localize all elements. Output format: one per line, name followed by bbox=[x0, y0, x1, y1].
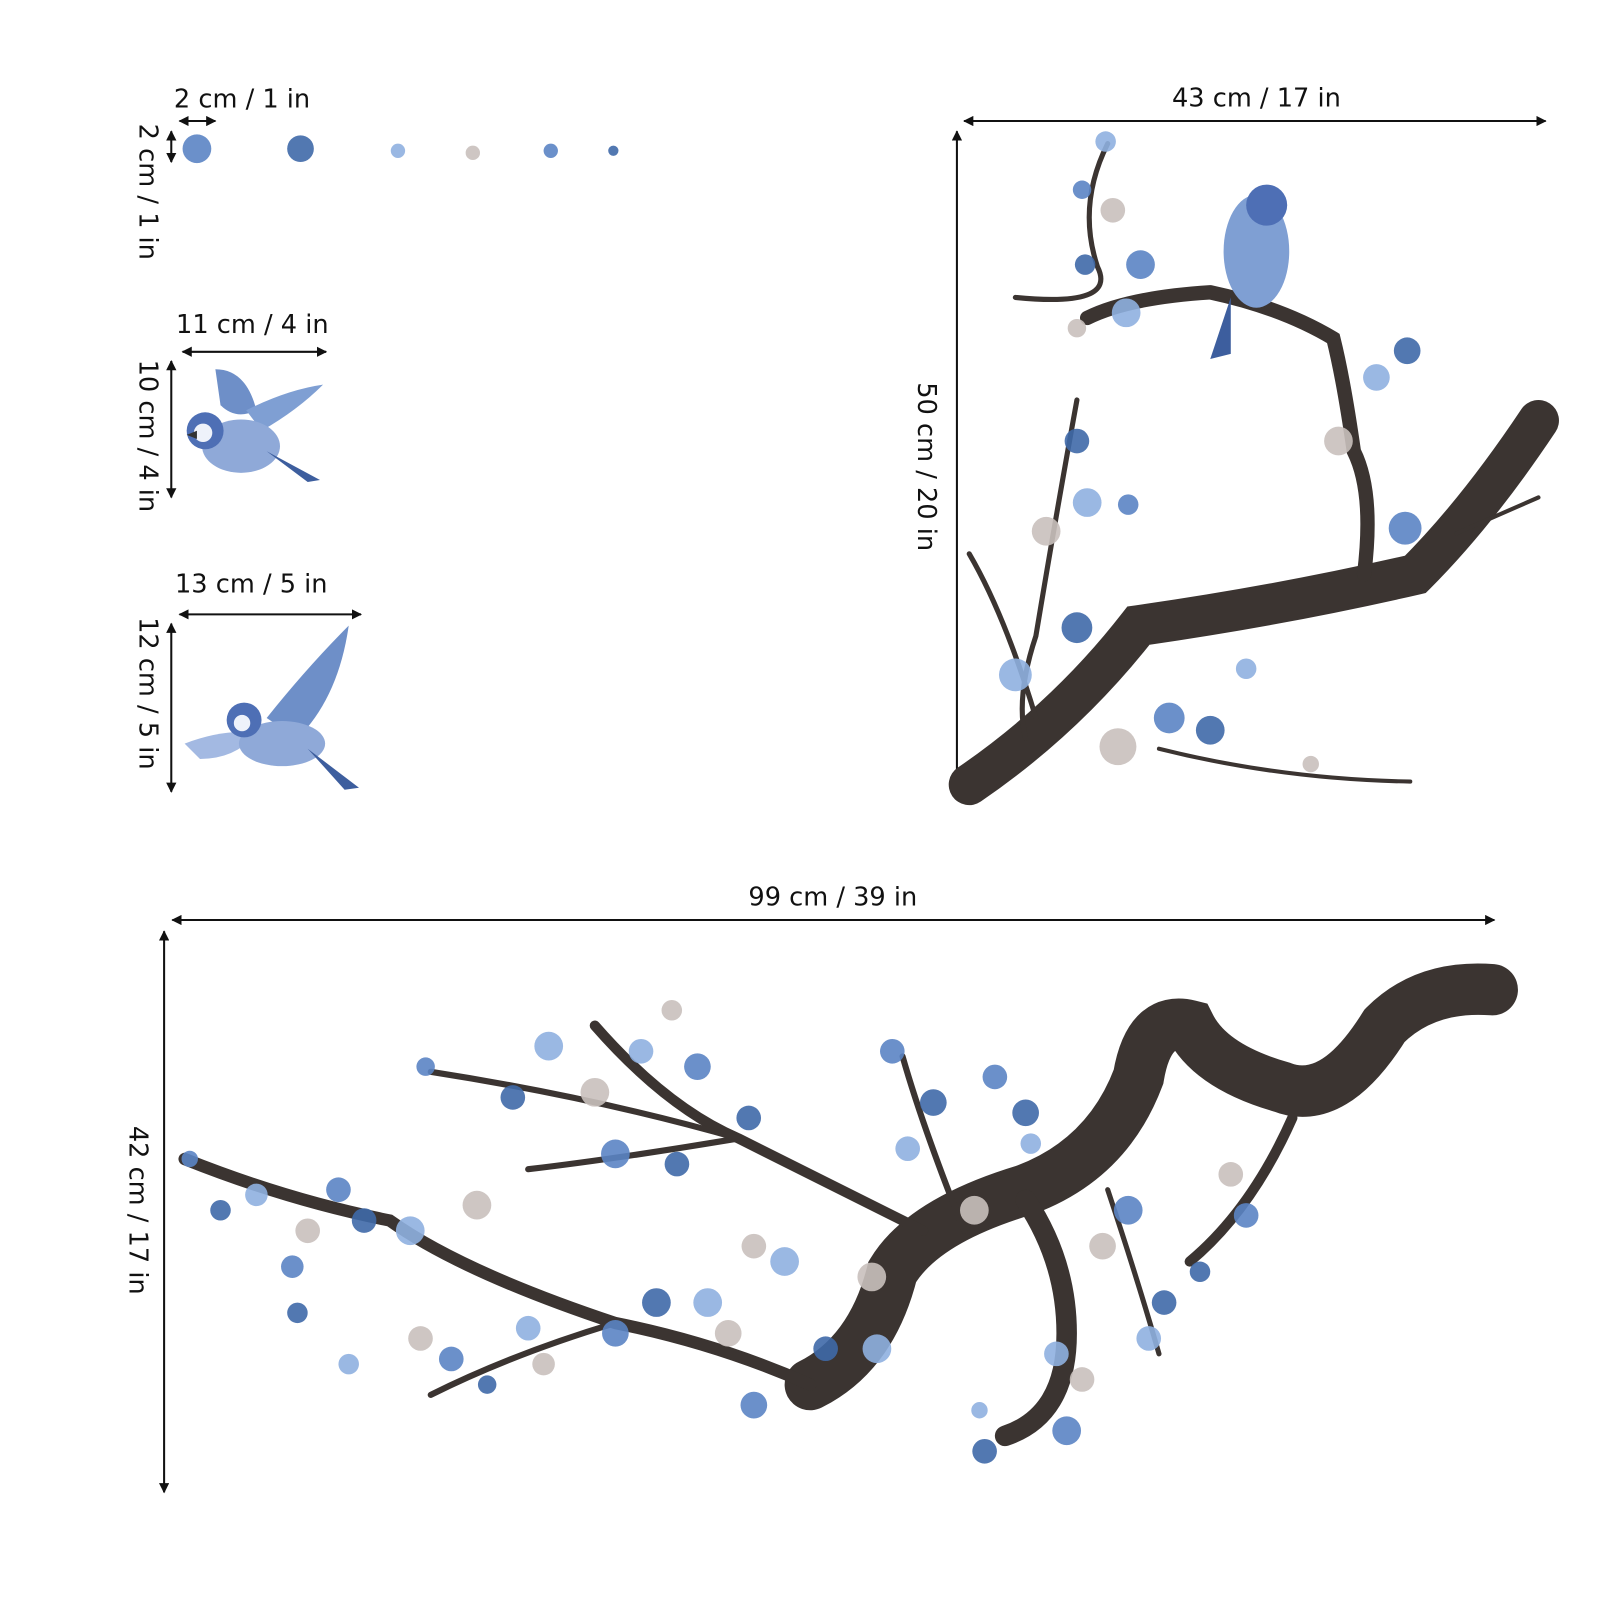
blossom bbox=[972, 1438, 997, 1464]
blossom bbox=[770, 1247, 799, 1276]
blossom bbox=[1061, 612, 1093, 644]
height-label: 2 cm / 1 in bbox=[133, 124, 163, 260]
blossom bbox=[813, 1336, 838, 1362]
blossom bbox=[920, 1089, 947, 1116]
blossom bbox=[416, 1057, 435, 1076]
width-label: 11 cm / 4 in bbox=[176, 310, 329, 340]
blossom bbox=[1302, 755, 1319, 773]
blossom bbox=[1095, 131, 1116, 152]
blossom bbox=[281, 1255, 304, 1278]
blossom bbox=[1136, 1326, 1162, 1351]
branch-illustration bbox=[178, 963, 1518, 1447]
blossom bbox=[287, 135, 314, 163]
blossom bbox=[1233, 1203, 1259, 1228]
blossom bbox=[1072, 488, 1102, 517]
blossom bbox=[1072, 180, 1092, 199]
blossom bbox=[287, 1302, 308, 1324]
width-label: 13 cm / 5 in bbox=[175, 570, 328, 600]
blossom bbox=[642, 1288, 671, 1317]
blossom bbox=[661, 1000, 683, 1021]
blossom bbox=[534, 1031, 564, 1061]
blossom bbox=[465, 145, 480, 160]
blossom bbox=[1089, 1232, 1116, 1260]
bird-illustration bbox=[184, 625, 359, 790]
blossom bbox=[1012, 1099, 1039, 1127]
blossom bbox=[1195, 715, 1225, 745]
blossom bbox=[1100, 197, 1126, 223]
blossom bbox=[1074, 254, 1096, 275]
blossom bbox=[295, 1218, 320, 1244]
blossom bbox=[1044, 1341, 1069, 1367]
blossom bbox=[390, 143, 406, 158]
blossom bbox=[245, 1183, 268, 1207]
blossom bbox=[1064, 428, 1090, 454]
blossom bbox=[1031, 516, 1061, 546]
blossom bbox=[960, 1195, 989, 1225]
blossom bbox=[1020, 1133, 1042, 1154]
blossom bbox=[1363, 364, 1390, 391]
blossom bbox=[1126, 250, 1155, 279]
blossom bbox=[895, 1136, 920, 1162]
blossom bbox=[1052, 1416, 1082, 1446]
blossom bbox=[971, 1402, 988, 1419]
height-label: 42 cm / 17 in bbox=[122, 1126, 152, 1295]
blossom bbox=[477, 1375, 497, 1394]
blossom bbox=[1117, 494, 1139, 515]
blossom bbox=[1393, 337, 1421, 365]
blossom bbox=[714, 1320, 742, 1347]
blossom bbox=[1067, 318, 1087, 338]
blossom bbox=[1388, 511, 1422, 545]
blossom bbox=[351, 1208, 377, 1233]
width-label: 43 cm / 17 in bbox=[1172, 83, 1341, 113]
height-label: 12 cm / 5 in bbox=[133, 617, 163, 770]
blossom bbox=[326, 1177, 351, 1203]
blossom bbox=[1235, 658, 1257, 679]
blossom bbox=[628, 1038, 654, 1064]
width-label: 2 cm / 1 in bbox=[174, 85, 310, 115]
blossom bbox=[741, 1233, 767, 1259]
branch-illustration bbox=[948, 141, 1559, 806]
blossom bbox=[740, 1391, 768, 1419]
blossom bbox=[1189, 1261, 1211, 1283]
blossom bbox=[684, 1053, 711, 1080]
blossom bbox=[1324, 426, 1353, 456]
blossom bbox=[857, 1262, 887, 1292]
blossom bbox=[982, 1064, 1008, 1090]
blossom bbox=[1113, 1195, 1143, 1225]
blossom bbox=[1111, 298, 1141, 328]
blossom bbox=[532, 1352, 555, 1376]
blossom bbox=[543, 143, 558, 158]
blossom bbox=[1153, 702, 1185, 734]
blossom bbox=[182, 134, 212, 164]
blossom bbox=[438, 1346, 464, 1372]
blossom bbox=[462, 1190, 492, 1220]
blossom bbox=[736, 1105, 762, 1131]
blossom bbox=[500, 1085, 526, 1110]
blossom bbox=[998, 658, 1032, 692]
blossom bbox=[580, 1077, 610, 1107]
bird-illustration bbox=[186, 369, 324, 483]
blossom bbox=[1069, 1367, 1095, 1392]
blossom bbox=[395, 1216, 425, 1246]
blossom bbox=[181, 1150, 198, 1168]
height-label: 50 cm / 20 in bbox=[911, 382, 941, 551]
blossom bbox=[515, 1315, 541, 1341]
width-label: 99 cm / 39 in bbox=[748, 882, 917, 912]
blossom bbox=[608, 145, 619, 156]
blossom bbox=[1218, 1162, 1244, 1187]
blossom bbox=[601, 1139, 630, 1169]
blossom bbox=[862, 1334, 892, 1364]
blossom bbox=[1099, 728, 1137, 766]
blossom bbox=[602, 1320, 629, 1347]
blossom bbox=[880, 1038, 905, 1064]
blossom bbox=[408, 1326, 433, 1351]
blossom bbox=[338, 1353, 359, 1375]
blossom bbox=[1151, 1290, 1177, 1315]
blossom bbox=[210, 1200, 231, 1221]
blossom bbox=[693, 1288, 723, 1317]
blossom bbox=[664, 1151, 690, 1177]
height-label: 10 cm / 4 in bbox=[133, 360, 163, 513]
